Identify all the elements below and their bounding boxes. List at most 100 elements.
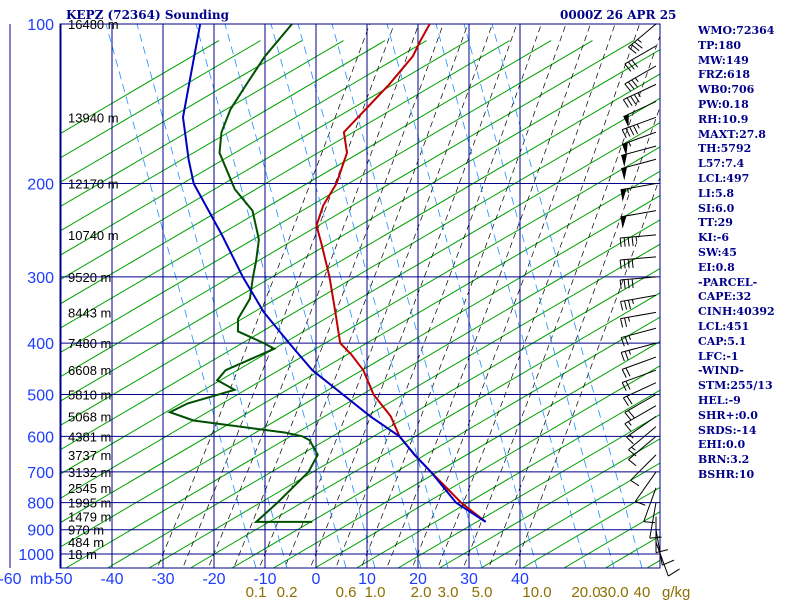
wind-barb-half-flag [629, 434, 634, 439]
dry-adiabats [60, 40, 660, 568]
wind-barb-staff [655, 529, 663, 566]
dry-adiabat-line [60, 40, 386, 232]
index-item: -PARCEL- [698, 275, 758, 289]
height-label: 9520 m [68, 270, 111, 285]
wind-barb-staff [621, 342, 657, 353]
mixing-ratio-tick-label: 10.0 [522, 584, 551, 600]
wind-barb-flag [623, 237, 626, 247]
wind-barb-half-flag [631, 299, 634, 304]
wind-barb [624, 45, 657, 72]
wind-barb-flag [627, 279, 630, 289]
wind-barb [628, 436, 657, 467]
height-label: 5068 m [68, 409, 111, 424]
wind-barb [634, 471, 657, 506]
wind-barb-flag [626, 436, 634, 445]
wind-barb-staff [626, 415, 657, 438]
pressure-tick-label: 800 [27, 496, 54, 513]
dry-adiabat-line [60, 170, 660, 524]
wind-barb-staff [649, 502, 657, 539]
wind-barb-flag [628, 459, 637, 467]
mixing-ratio-tick-label: 5.0 [472, 584, 493, 600]
height-label: 7480 m [68, 336, 111, 351]
wind-barb-half-flag [636, 123, 640, 129]
wind-barb-half-flag [634, 77, 639, 82]
wind-barb [622, 382, 657, 407]
height-label: 18 m [68, 547, 97, 562]
height-label: 5810 m [68, 387, 111, 402]
index-item: STM:255/13 [698, 379, 773, 393]
wind-barb-flag [626, 395, 633, 405]
index-item: MAXT:27.8 [698, 127, 766, 141]
wind-barb [620, 294, 657, 311]
wind-barb [619, 234, 657, 248]
wind-barb-half-flag [635, 236, 638, 242]
wind-barb-flag [631, 79, 639, 88]
wind-barb-flag [627, 61, 635, 70]
wind-barb-staff [623, 100, 657, 118]
index-item: FRZ:618 [698, 68, 751, 82]
wind-barb-staff [643, 487, 657, 522]
mixing-ratio-line [270, 24, 422, 568]
wind-barb-flag [619, 279, 622, 290]
wind-barb-staff [628, 436, 657, 460]
wind-barb-half-flag [627, 317, 630, 322]
index-item: PW:0.18 [698, 97, 749, 111]
pressure-tick-label: 700 [27, 465, 54, 482]
wind-barb [628, 426, 657, 457]
wind-barb-flag [624, 63, 632, 72]
wind-barb [655, 542, 680, 577]
sounding-time: 0000Z 26 APR 25 [560, 8, 677, 22]
index-item: SW:45 [698, 245, 737, 259]
height-label: 8443 m [68, 305, 111, 320]
height-label: 2545 m [68, 481, 111, 496]
height-label: 10740 m [68, 228, 119, 243]
wind-barb-flag [625, 128, 631, 137]
wind-barb-flag [626, 97, 633, 107]
pressure-tick-label: 200 [27, 177, 54, 194]
wind-barb-flag [633, 94, 640, 103]
wind-barb-half-flag [637, 39, 642, 43]
plot-frame [59, 23, 661, 569]
wind-barb-flag [625, 380, 631, 390]
mixing-ratio-tick-label: 3.0 [438, 584, 459, 600]
wind-barb-flag [627, 259, 630, 269]
dry-adiabat-line [60, 73, 660, 427]
mixing-ratio-tick-label: 20.0 [571, 584, 600, 600]
wind-barb-half-flag [628, 335, 631, 340]
wind-barb-staff [621, 158, 657, 170]
index-item: BSHR:10 [698, 467, 755, 481]
wind-barb [620, 342, 657, 362]
wind-barb [620, 183, 657, 202]
wind-barb-flag [620, 337, 625, 347]
wind-barb-staff [620, 210, 657, 218]
wind-barb-flag [634, 41, 643, 49]
moist-adiabat-line [157, 24, 371, 566]
pressure-tick-label: 100 [27, 17, 54, 34]
wind-barb-flag [631, 44, 640, 52]
height-label: 13940 m [68, 110, 119, 125]
height-label: 484 m [68, 535, 104, 550]
height-label: 1479 m [68, 510, 111, 525]
wind-barb-flag [635, 500, 646, 506]
index-item: LFC:-1 [698, 349, 739, 363]
index-item: LCL:451 [698, 319, 750, 333]
moist-adiabat-line [234, 24, 444, 566]
mixing-ratio-tick-label: 1.0 [365, 584, 386, 600]
mixing-ratio-line [224, 24, 376, 568]
wind-barb [619, 256, 657, 269]
wind-barb [624, 394, 657, 421]
moist-adiabat-line [361, 24, 567, 566]
wind-barb-flag [623, 300, 628, 310]
wind-barb [622, 83, 657, 108]
dry-adiabat-line [314, 365, 660, 568]
moist-adiabat-line [208, 24, 420, 566]
pressure-tick-label: 400 [27, 336, 54, 353]
wind-barb-flag [627, 410, 635, 419]
wind-barbs [619, 23, 680, 577]
wind-barb-staff [630, 454, 657, 481]
wind-barb-staff [620, 256, 657, 261]
moist-adiabat-line [310, 24, 518, 566]
wind-barb-flag [627, 237, 630, 247]
temperature-tick-label: -40 [100, 571, 123, 588]
wind-barb-flag [624, 83, 632, 92]
